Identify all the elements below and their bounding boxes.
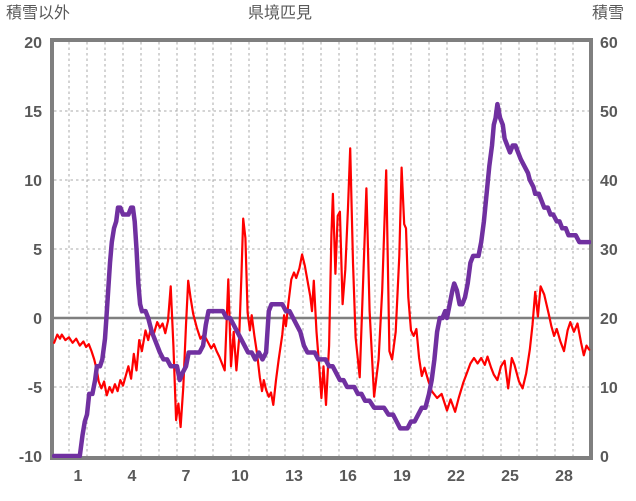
x-tick-label: 1: [74, 468, 83, 485]
y-right-tick-label: 10: [600, 380, 618, 397]
x-tick-label: 4: [128, 468, 137, 485]
x-tick-label: 7: [182, 468, 191, 485]
y-left-tick-label: 5: [33, 242, 42, 259]
y-left-tick-label: 10: [24, 173, 42, 190]
y-left-tick-label: -10: [19, 449, 42, 466]
plot-border: [50, 38, 593, 460]
y-left-tick-label: 0: [33, 311, 42, 328]
y-left-tick-label: -5: [28, 380, 42, 397]
x-tick-label: 19: [393, 468, 411, 485]
x-tick-label: 13: [285, 468, 303, 485]
y-right-tick-label: 0: [600, 449, 609, 466]
y-right-tick-label: 20: [600, 311, 618, 328]
y-right-tick-label: 60: [600, 35, 618, 52]
x-tick-label: 16: [339, 468, 357, 485]
left-axis-title: 積雪以外: [6, 5, 71, 22]
y-right-tick-label: 50: [600, 104, 618, 121]
right-axis-title: 積雪: [591, 5, 624, 22]
x-tick-label: 22: [447, 468, 465, 485]
x-tick-label: 25: [501, 468, 519, 485]
y-left-tick-label: 20: [24, 35, 42, 52]
x-tick-label: 28: [555, 468, 573, 485]
x-tick-label: 10: [231, 468, 249, 485]
chart-title: 県境匹見: [247, 5, 312, 22]
y-right-tick-label: 40: [600, 173, 618, 190]
temperature-line: [52, 147, 591, 429]
snow-depth-line: [52, 101, 591, 458]
y-right-tick-label: 30: [600, 242, 618, 259]
y-left-tick-label: 15: [24, 104, 42, 121]
